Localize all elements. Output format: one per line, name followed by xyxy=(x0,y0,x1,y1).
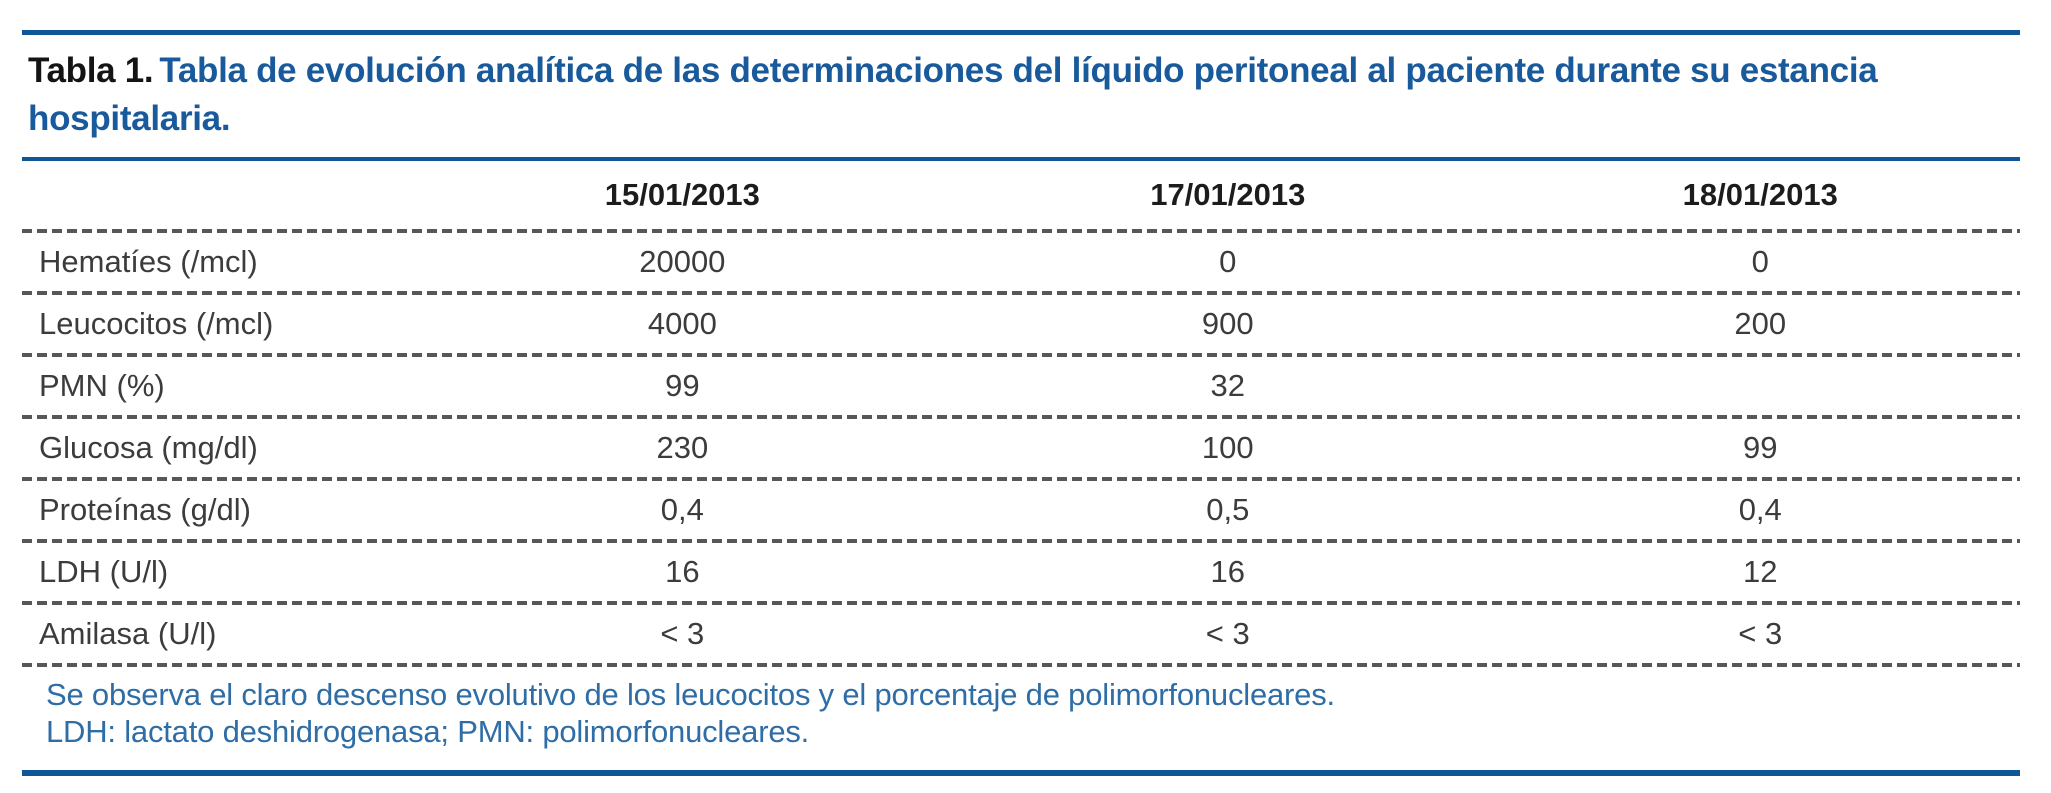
table-cell: 200 xyxy=(1734,306,1787,341)
row-label: Glucosa (mg/dl) xyxy=(39,430,258,465)
horizontal-rule-bottom xyxy=(22,770,2020,776)
table-cell: 0,4 xyxy=(1738,492,1782,527)
table-caption: Tabla 1. Tabla de evolución analítica de … xyxy=(22,35,2020,157)
table-cell: 4000 xyxy=(647,306,717,341)
table-caption-number: Tabla 1. xyxy=(28,51,154,90)
table-cell: < 3 xyxy=(1205,616,1250,651)
table-cell: 16 xyxy=(665,554,700,589)
dashed-divider xyxy=(22,291,2020,295)
table-cell: 0,4 xyxy=(660,492,704,527)
table-cell: 0,5 xyxy=(1206,492,1250,527)
table-cell: 20000 xyxy=(639,244,726,279)
table-footnotes: Se observa el claro descenso evolutivo d… xyxy=(22,667,2020,750)
row-label: LDH (U/l) xyxy=(39,554,169,589)
row-label: PMN (%) xyxy=(39,368,165,403)
table-cell: 230 xyxy=(656,430,709,465)
column-header-date-1: 15/01/2013 xyxy=(604,177,760,212)
dashed-divider xyxy=(22,415,2020,419)
table-row-proteinas: Proteínas (g/dl) 0,4 0,5 0,4 xyxy=(22,481,2020,539)
table-cell: < 3 xyxy=(1738,616,1783,651)
table-cell: 0 xyxy=(1751,244,1769,279)
row-label: Amilasa (U/l) xyxy=(39,616,217,651)
footnote-observation: Se observa el claro descenso evolutivo d… xyxy=(46,677,1335,712)
dashed-divider xyxy=(22,229,2020,233)
table-cell: < 3 xyxy=(660,616,705,651)
table-caption-text: Tabla de evolución analítica de las dete… xyxy=(28,51,1878,138)
table-cell: 900 xyxy=(1201,306,1254,341)
table-cell: 16 xyxy=(1210,554,1246,589)
table-cell: 0 xyxy=(1219,244,1237,279)
table-row-hematies: Hematíes (/mcl) 20000 0 0 xyxy=(22,233,2020,291)
dashed-divider xyxy=(22,663,2020,667)
dashed-divider xyxy=(22,601,2020,605)
table-cell: 32 xyxy=(1210,368,1246,403)
table-header-row: 15/01/2013 17/01/2013 18/01/2013 xyxy=(22,161,2020,229)
dashed-divider xyxy=(22,539,2020,543)
table-row-leucocitos: Leucocitos (/mcl) 4000 900 200 xyxy=(22,295,2020,353)
footnote-abbreviations: LDH: lactato deshidrogenasa; PMN: polimo… xyxy=(46,714,810,749)
column-header-date-2: 17/01/2013 xyxy=(1150,177,1306,212)
table-cell: 12 xyxy=(1743,554,1778,589)
table-row-pmn: PMN (%) 99 32 xyxy=(22,357,2020,415)
table-cell: 100 xyxy=(1201,430,1254,465)
table-cell: 99 xyxy=(1743,430,1778,465)
horizontal-rule-top xyxy=(22,30,2020,35)
column-header-date-3: 18/01/2013 xyxy=(1682,177,1838,212)
table-row-glucosa: Glucosa (mg/dl) 230 100 99 xyxy=(22,419,2020,477)
table-cell: 99 xyxy=(665,368,700,403)
row-label: Hematíes (/mcl) xyxy=(39,244,258,279)
table-row-ldh: LDH (U/l) 16 16 12 xyxy=(22,543,2020,601)
row-label: Leucocitos (/mcl) xyxy=(39,306,274,341)
dashed-divider xyxy=(22,353,2020,357)
row-label: Proteínas (g/dl) xyxy=(39,492,251,527)
table-row-amilasa: Amilasa (U/l) < 3 < 3 < 3 xyxy=(22,605,2020,663)
dashed-divider xyxy=(22,477,2020,481)
horizontal-rule-header xyxy=(22,157,2020,161)
